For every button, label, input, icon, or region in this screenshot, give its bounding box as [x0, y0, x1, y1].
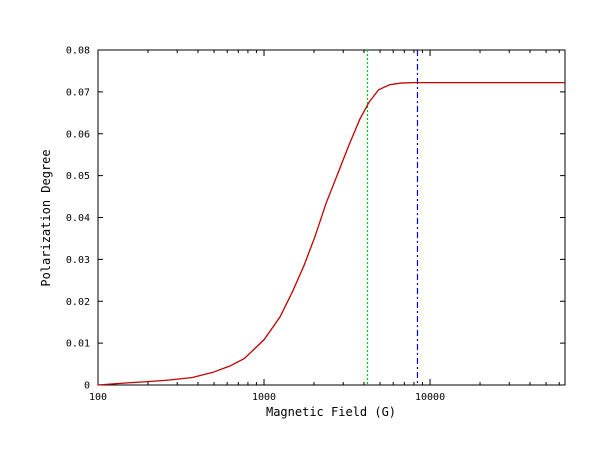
x-tick-label: 100 — [89, 392, 107, 403]
x-tick-label: 1000 — [252, 392, 276, 403]
x-axis-ticks: 100 1000 10000 — [89, 50, 560, 403]
x-axis-title: Magnetic Field (G) — [266, 405, 396, 419]
y-tick-label: 0 — [84, 381, 90, 392]
series-line — [97, 82, 565, 386]
y-tick-label: 0.04 — [66, 213, 90, 224]
data-series — [97, 82, 565, 386]
y-tick-label: 0.02 — [66, 297, 90, 308]
y-tick-label: 0.01 — [66, 339, 90, 350]
plot-frame — [97, 49, 566, 386]
x-tick-label: 10000 — [415, 392, 445, 403]
reference-lines — [366, 50, 419, 385]
y-axis-title: Polarization Degree — [39, 149, 53, 286]
y-tick-label: 0.06 — [66, 129, 90, 140]
y-tick-label: 0.05 — [66, 171, 90, 182]
y-tick-label: 0.07 — [66, 87, 90, 98]
y-tick-label: 0.03 — [66, 255, 90, 266]
y-axis-ticks: 0 0.01 0.02 0.03 0.04 0.05 0.06 0.07 0.08 — [66, 46, 565, 392]
y-tick-label: 0.08 — [66, 46, 90, 57]
